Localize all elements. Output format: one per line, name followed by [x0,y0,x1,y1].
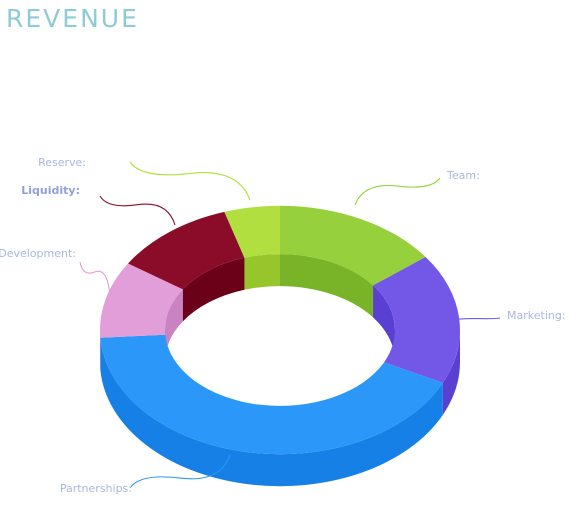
slice-side-partnerships [100,337,443,487]
leader-line-development [79,261,111,296]
slice-team [280,205,426,286]
leader-line-reserve [129,161,251,201]
slice-inner-wall-reserve [244,254,280,290]
slice-label-partnerships: Partnerships: [60,482,132,495]
leader-lines [79,161,501,489]
slice-label-development: Development: [0,247,76,260]
slice-inner-wall-development [164,289,183,362]
donut-sides [100,330,460,487]
slice-label-liquidity: Liquidity: [21,184,80,197]
slice-label-reserve: Reserve: [38,156,86,169]
leader-line-liquidity [99,195,176,226]
slice-side-marketing [442,330,460,415]
slice-inner-wall-team [280,254,374,318]
leader-line-partnerships [129,454,231,489]
slice-development [100,263,183,338]
slice-inner-wall-marketing [373,285,395,362]
chart-title: REVENUE [6,4,139,33]
slice-partnerships [100,334,443,455]
donut-slices [100,205,460,455]
slice-reserve [224,205,280,258]
slice-label-marketing: Marketing: [507,309,566,322]
slice-liquidity [128,211,245,290]
leader-line-marketing [454,317,501,321]
slice-inner-wall-liquidity [182,257,245,322]
slice-marketing [373,257,460,383]
leader-line-team [354,177,441,206]
slice-label-team: Team: [446,169,480,182]
slice-labels: Team: Marketing: Partnerships: Development:… [0,156,566,495]
donut-inner-walls [164,254,395,362]
